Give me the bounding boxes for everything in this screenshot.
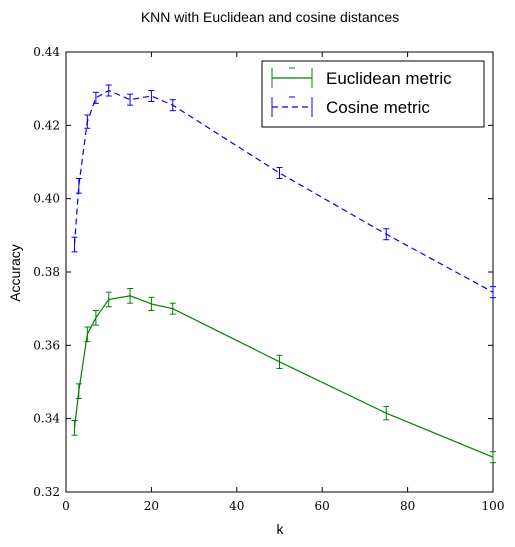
x-tick-label: 80 (400, 499, 415, 513)
legend-label: Cosine metric (326, 98, 430, 117)
error-bar (127, 93, 134, 106)
error-bar (169, 99, 176, 112)
error-bar (148, 296, 155, 311)
x-axis-ticks: 0 20 40 60 80 100 (62, 52, 504, 513)
error-bar (75, 178, 82, 194)
error-bar (490, 286, 496, 299)
y-tick-label: 0.34 (33, 412, 60, 426)
y-axis-label: Accuracy (7, 244, 23, 302)
error-bar (383, 228, 390, 241)
legend-box (261, 60, 485, 128)
error-bar (105, 291, 112, 308)
y-tick-label: 0.42 (33, 118, 60, 132)
legend: Euclidean metric Cosine metric (261, 60, 485, 128)
y-tick-label: 0.36 (33, 338, 60, 352)
error-bar (490, 451, 496, 464)
legend-entry: Cosine metric (271, 96, 430, 117)
series-layer (71, 84, 496, 464)
error-bar (92, 91, 99, 104)
y-tick-label: 0.38 (33, 265, 60, 279)
error-bar (84, 326, 91, 343)
y-tick-label: 0.40 (33, 192, 60, 206)
x-axis-label: k (277, 521, 285, 537)
x-tick-label: 40 (229, 499, 244, 513)
error-bar (276, 354, 283, 369)
x-tick-label: 100 (482, 499, 505, 513)
error-bar (383, 406, 390, 421)
y-tick-label: 0.32 (33, 485, 60, 499)
x-tick-label: 0 (62, 499, 70, 513)
error-bar (169, 302, 176, 315)
error-bar (71, 420, 78, 436)
y-tick-label: 0.44 (33, 45, 60, 59)
legend-label: Euclidean metric (326, 69, 452, 88)
x-tick-label: 20 (144, 499, 159, 513)
x-tick-label: 60 (315, 499, 330, 513)
error-bar (71, 236, 78, 253)
error-bar (75, 383, 82, 399)
error-bar (127, 288, 134, 304)
series-cosine (71, 84, 496, 299)
y-axis-ticks: 0.32 0.34 0.36 0.38 0.40 0.42 0.44 (33, 45, 493, 499)
error-bar (148, 90, 155, 102)
error-bar (276, 167, 283, 179)
error-bar (105, 84, 112, 97)
error-bar (92, 310, 99, 326)
error-bar (84, 114, 91, 129)
series-euclidean (71, 288, 496, 464)
chart-title: KNN with Euclidean and cosine distances (141, 9, 399, 25)
series-line (73, 295, 494, 458)
series-line (73, 89, 494, 293)
legend-entries: Euclidean metric Cosine metric (271, 67, 452, 117)
legend-entry: Euclidean metric (271, 67, 452, 88)
